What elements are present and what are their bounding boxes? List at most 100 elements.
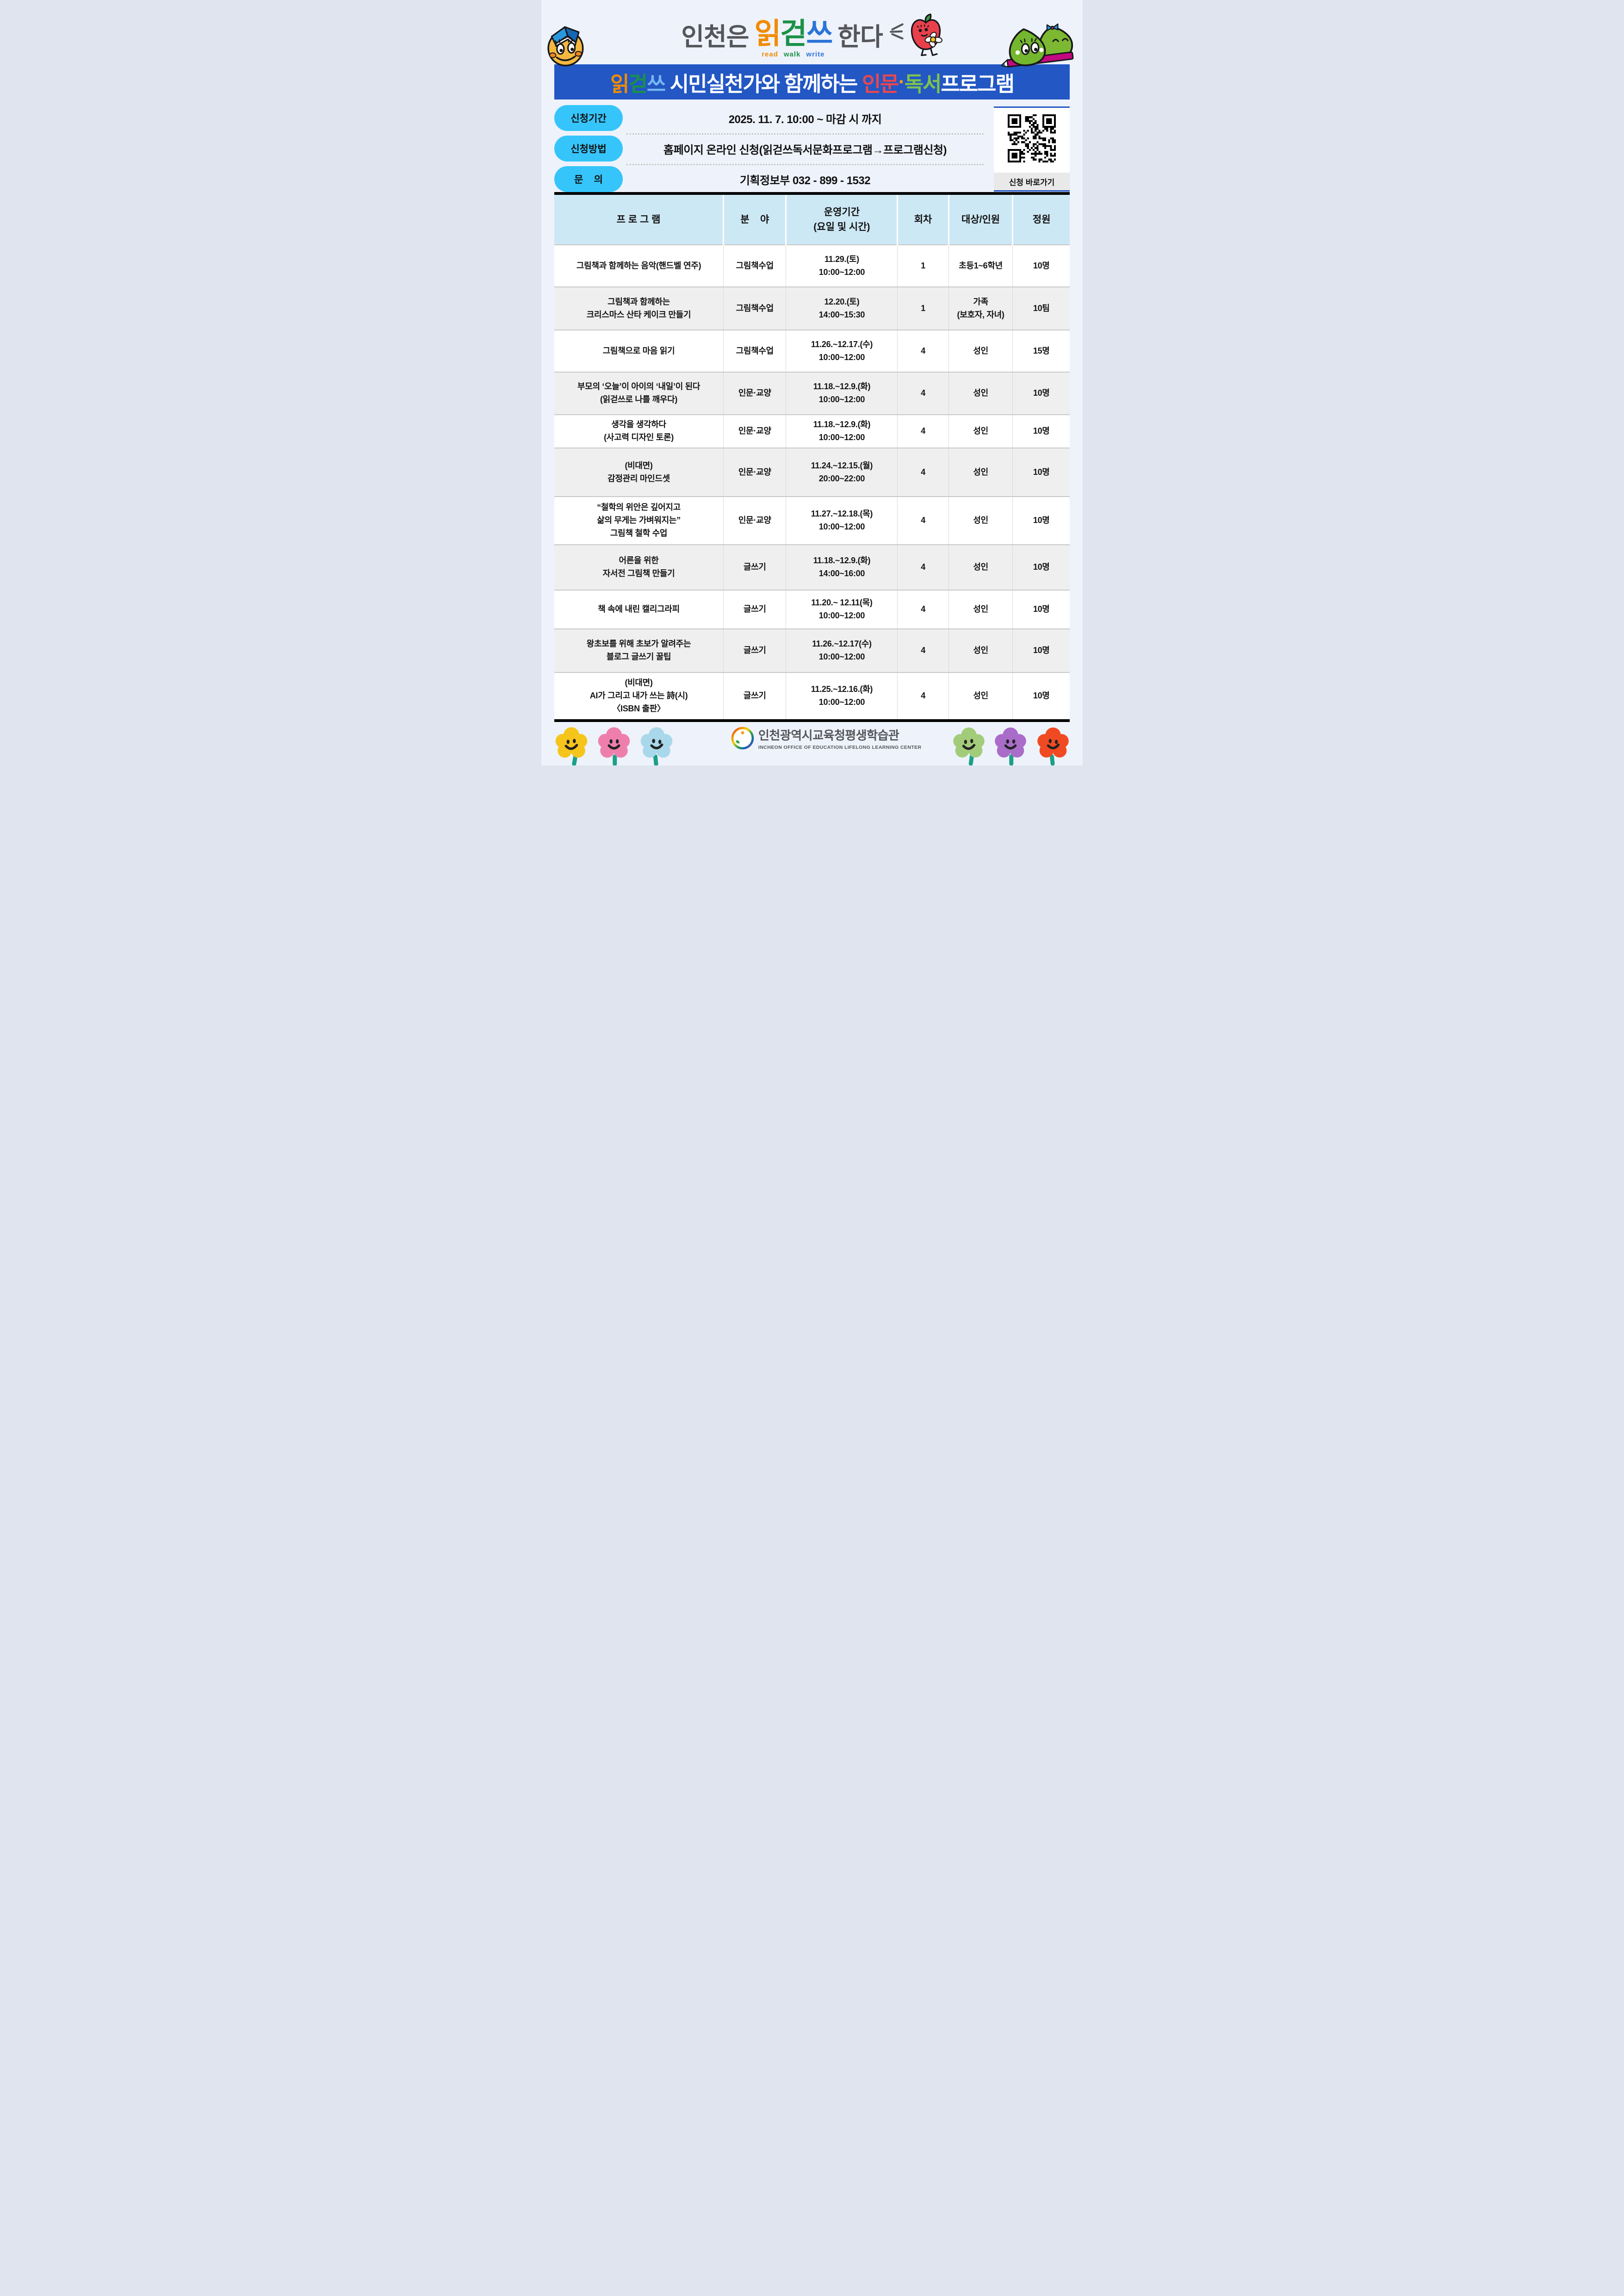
cell-sessions: 4: [897, 372, 949, 415]
dotted-divider: [626, 133, 984, 135]
banner-char-read: 읽: [610, 72, 629, 96]
cell-field: 글쓰기: [723, 590, 786, 629]
cell-program: 어른을 위한 자서전 그림책 만들기: [554, 544, 724, 590]
cell-field: 인문·교양: [723, 448, 786, 497]
cell-period: 11.20.~ 12.11(목) 10:00~12:00: [786, 590, 898, 629]
flower-character: [598, 727, 630, 765]
table-row: 어른을 위한 자서전 그림책 만들기 글쓰기 11.18.~12.9.(화) 14:…: [554, 544, 1070, 590]
cell-sessions: 4: [897, 414, 949, 448]
brand-logo-readwalkwrite: 읽걷쓰 read walk write: [754, 10, 833, 58]
flower-character: [1037, 727, 1069, 765]
table-row: 부모의 ‘오늘’이 아이의 ‘내일’이 된다 (읽걷쓰로 나를 깨우다) 인문·교…: [554, 372, 1070, 415]
col-program: 프 로 그 램: [554, 193, 724, 245]
cell-sessions: 4: [897, 544, 949, 590]
cell-period: 11.26.~12.17.(수) 10:00~12:00: [786, 330, 898, 372]
cell-capacity: 10명: [1012, 496, 1070, 545]
table-row: 그림책과 함께하는 크리스마스 산타 케이크 만들기 그림책수업 12.20.(토)…: [554, 286, 1070, 330]
cell-target: 성인: [948, 672, 1013, 721]
cell-period: 11.18.~12.9.(화) 10:00~12:00: [786, 414, 898, 448]
cell-sessions: 1: [897, 286, 949, 330]
cell-period: 11.24.~12.15.(월) 20:00~22:00: [786, 448, 898, 497]
qr-code-image: [1008, 114, 1056, 162]
cell-capacity: 10명: [1012, 672, 1070, 721]
cell-program: 왕초보를 위해 초보가 알려주는 블로그 글쓰기 꿀팁: [554, 628, 724, 672]
brand-sub-read: read: [762, 50, 778, 58]
cell-capacity: 15명: [1012, 330, 1070, 372]
flower-character: [640, 727, 673, 765]
cell-period: 11.18.~12.9.(화) 10:00~12:00: [786, 372, 898, 415]
col-sessions: 회차: [897, 193, 949, 245]
info-row-period: 신청기간 2025. 11. 7. 10:00 ~ 마감 시 까지: [554, 105, 1070, 131]
cell-capacity: 10명: [1012, 628, 1070, 672]
qr-panel: 신청 바로가기: [994, 106, 1070, 192]
apple-character: [911, 13, 942, 56]
cell-field: 그림책수업: [723, 286, 786, 330]
organization-name-en: INCHEON OFFICE OF EDUCATION LIFELONG LEA…: [758, 745, 922, 750]
banner-text-middle: 시민실천가와 함께하는: [665, 72, 862, 96]
table-row: 그림책으로 마음 읽기 그림책수업 11.26.~12.17.(수) 10:00~1…: [554, 330, 1070, 372]
cell-field: 글쓰기: [723, 628, 786, 672]
cell-period: 11.26.~12.17(수) 10:00~12:00: [786, 628, 898, 672]
cell-program: 그림책으로 마음 읽기: [554, 330, 724, 372]
cell-sessions: 4: [897, 672, 949, 721]
table-row: 책 속에 내린 캘리그라피 글쓰기 11.20.~ 12.11(목) 10:00~1…: [554, 590, 1070, 629]
cell-sessions: 4: [897, 496, 949, 545]
cell-capacity: 10명: [1012, 244, 1070, 287]
cell-target: 성인: [948, 544, 1013, 590]
cell-program: (비대면) AI가 그리고 내가 쓰는 詩(시) 〈ISBN 출판〉: [554, 672, 724, 721]
label-pill-period: 신청기간: [554, 105, 623, 131]
dotted-divider: [626, 164, 984, 165]
brand-sub-walk: walk: [783, 50, 801, 58]
cell-field: 그림책수업: [723, 330, 786, 372]
cell-field: 인문·교양: [723, 414, 786, 448]
cell-capacity: 10명: [1012, 448, 1070, 497]
table-row: “철학의 위안은 깊어지고 삶의 무게는 가벼워지는” 그림책 철학 수업 인문·…: [554, 496, 1070, 545]
cell-field: 인문·교양: [723, 496, 786, 545]
cell-target: 성인: [948, 330, 1013, 372]
label-pill-method: 신청방법: [554, 136, 623, 162]
brand-chars: 읽걷쓰: [754, 10, 833, 52]
table-row: 왕초보를 위해 초보가 알려주는 블로그 글쓰기 꿀팁 글쓰기 11.26.~12.…: [554, 628, 1070, 672]
cell-program: 생각을 생각하다 (사고력 디자인 토론): [554, 414, 724, 448]
banner-text-reading: 독서: [904, 72, 942, 96]
table-row: 생각을 생각하다 (사고력 디자인 토론) 인문·교양 11.18.~12.9.(화…: [554, 414, 1070, 448]
cell-sessions: 4: [897, 448, 949, 497]
cell-target: 성인: [948, 414, 1013, 448]
green-blob-characters: [1001, 23, 1074, 68]
info-row-method: 신청방법 홈페이지 온라인 신청(읽걷쓰독서문화프로그램→프로그램신청): [554, 135, 1070, 162]
organization-text: 인천광역시교육청평생학습관 INCHEON OFFICE OF EDUCATIO…: [758, 726, 922, 750]
brand-sub-write: write: [806, 50, 825, 58]
cell-field: 그림책수업: [723, 244, 786, 287]
cell-sessions: 4: [897, 590, 949, 629]
info-value-period: 2025. 11. 7. 10:00 ~ 마감 시 까지: [728, 113, 882, 126]
cell-field: 인문·교양: [723, 372, 786, 415]
table-header-row: 프 로 그 램 분 야 운영기간 (요일 및 시간) 회차 대상/인원 정원: [554, 193, 1070, 245]
cell-program: 그림책과 함께하는 크리스마스 산타 케이크 만들기: [554, 286, 724, 330]
col-capacity: 정원: [1012, 193, 1070, 245]
cell-field: 글쓰기: [723, 544, 786, 590]
brand-header: 인천은 읽걷쓰 read walk write 한다: [541, 10, 1083, 58]
flower-character: [555, 727, 588, 765]
cell-capacity: 10명: [1012, 414, 1070, 448]
flower-character: [995, 727, 1026, 765]
cell-period: 11.25.~12.16.(화) 10:00~12:00: [786, 672, 898, 721]
organization-logo: [731, 727, 754, 750]
cell-target: 성인: [948, 448, 1013, 497]
banner-text-program: 프로그램: [941, 72, 1015, 96]
cell-capacity: 10팀: [1012, 286, 1070, 330]
cell-target: 가족 (보호자, 자녀): [948, 286, 1013, 330]
sparkle-icon: [889, 23, 904, 40]
cell-target: 성인: [948, 496, 1013, 545]
cell-sessions: 4: [897, 628, 949, 672]
label-pill-contact: 문 의: [554, 166, 623, 192]
cell-program: 책 속에 내린 캘리그라피: [554, 590, 724, 629]
cell-sessions: 1: [897, 244, 949, 287]
cell-field: 글쓰기: [723, 672, 786, 721]
info-row-contact: 문 의 기획정보부 032 - 899 - 1532: [554, 166, 1070, 193]
qr-caption: 신청 바로가기: [994, 173, 1070, 190]
cell-period: 11.29.(토) 10:00~12:00: [786, 244, 898, 287]
col-target: 대상/인원: [948, 193, 1013, 245]
brand-char-write: 쓰: [806, 18, 833, 50]
info-value-method: 홈페이지 온라인 신청(읽걷쓰독서문화프로그램→프로그램신청): [663, 143, 947, 156]
